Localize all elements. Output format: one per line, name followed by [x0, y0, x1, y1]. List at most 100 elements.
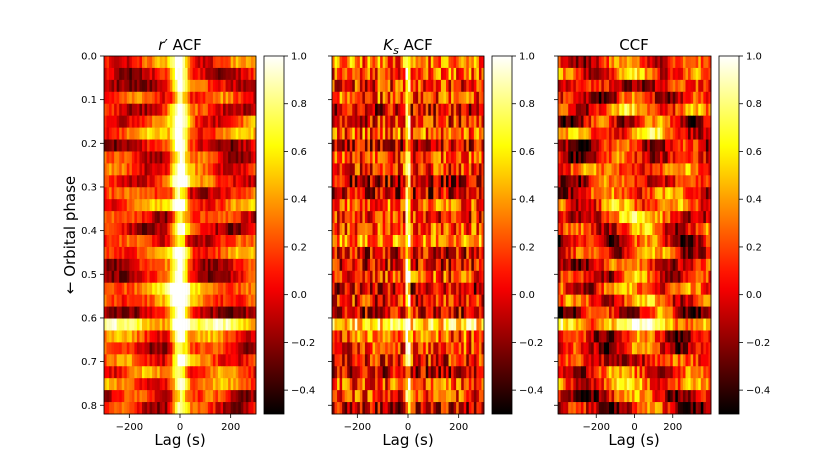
heatmap-cell — [682, 151, 686, 164]
heatmap-cell — [410, 354, 414, 367]
heatmap-cell — [235, 115, 239, 128]
heatmap-cell — [705, 163, 709, 176]
heatmap-cell — [586, 151, 589, 164]
heatmap-cell — [621, 67, 625, 81]
heatmap-cell — [387, 79, 391, 93]
heatmap-cell — [131, 282, 135, 296]
heatmap-cell — [642, 282, 646, 296]
heatmap-cell — [420, 223, 424, 236]
heatmap-cell — [228, 115, 232, 128]
heatmap-cell — [453, 163, 457, 176]
heatmap-cell — [695, 127, 699, 140]
heatmap-cell — [134, 139, 138, 152]
heatmap-cell — [708, 91, 712, 105]
heatmap-cell — [147, 211, 150, 224]
heatmap-cell — [481, 139, 485, 152]
heatmap-cell — [111, 223, 115, 236]
heatmap-cell — [129, 342, 133, 355]
heatmap-cell — [180, 103, 183, 117]
heatmap-cell — [433, 246, 437, 260]
heatmap-cell — [682, 56, 686, 69]
heatmap-cell — [116, 187, 120, 200]
heatmap-cell — [405, 139, 409, 152]
heatmap-cell — [362, 211, 366, 224]
heatmap-cell — [580, 294, 584, 307]
heatmap-cell — [667, 211, 671, 224]
heatmap-cell — [347, 163, 351, 176]
heatmap-cell — [215, 211, 219, 224]
heatmap-cell — [580, 67, 584, 81]
heatmap-cell — [375, 223, 378, 236]
heatmap-cell — [253, 103, 257, 117]
heatmap-cell — [565, 79, 569, 93]
heatmap-cell — [240, 211, 244, 224]
heatmap-cell — [347, 103, 351, 117]
heatmap-cell — [169, 151, 173, 164]
heatmap-cell — [481, 270, 485, 284]
heatmap-cell — [352, 115, 356, 128]
heatmap-cell — [134, 294, 138, 307]
heatmap-cell — [164, 175, 168, 188]
heatmap-cell — [598, 163, 602, 176]
heatmap-cell — [662, 115, 666, 128]
heatmap-cell — [121, 402, 125, 415]
heatmap-cell — [207, 354, 211, 367]
heatmap-cell — [200, 163, 204, 176]
heatmap-cell — [446, 366, 449, 379]
heatmap-cell — [471, 103, 475, 117]
heatmap-cell — [142, 294, 145, 307]
heatmap-cell — [215, 270, 219, 284]
heatmap-cell — [162, 175, 166, 188]
heatmap-cell — [228, 330, 232, 343]
heatmap-cell — [147, 402, 150, 415]
y-tick-label: 0.8 — [81, 401, 97, 412]
heatmap-cell — [342, 246, 346, 260]
heatmap-cell — [700, 56, 704, 69]
heatmap-cell — [339, 306, 343, 319]
heatmap-cell — [109, 199, 112, 212]
heatmap-cell — [575, 270, 579, 284]
heatmap-cell — [139, 163, 143, 176]
heatmap-cell — [104, 139, 107, 152]
heatmap-cell — [250, 246, 254, 260]
heatmap-cell — [197, 235, 201, 248]
heatmap-cell — [624, 258, 628, 272]
heatmap-cell — [126, 378, 130, 391]
heatmap-cell — [174, 366, 178, 379]
heatmap-cell — [637, 115, 640, 128]
heatmap-cell — [642, 163, 646, 176]
heatmap-cell — [104, 390, 107, 403]
heatmap-cell — [657, 282, 661, 296]
heatmap-cell — [230, 127, 234, 140]
heatmap-cell — [443, 246, 447, 260]
heatmap-cell — [624, 115, 628, 128]
heatmap-cell — [139, 67, 143, 81]
heatmap-cell — [347, 330, 351, 343]
heatmap-cell — [342, 223, 346, 236]
heatmap-cell — [570, 235, 574, 248]
heatmap-cell — [235, 199, 239, 212]
heatmap-cell — [682, 270, 686, 284]
heatmap-cell — [139, 330, 143, 343]
heatmap-cell — [453, 270, 457, 284]
heatmap-cell — [114, 187, 118, 200]
heatmap-cell — [433, 199, 437, 212]
heatmap-cell — [387, 402, 391, 415]
heatmap-cell — [611, 67, 615, 81]
heatmap-cell — [601, 151, 605, 164]
heatmap-cell — [223, 270, 226, 284]
heatmap-cell — [212, 79, 216, 93]
heatmap-cell — [601, 211, 605, 224]
heatmap-cell — [463, 56, 467, 69]
heatmap-cell — [344, 270, 348, 284]
heatmap-cell — [182, 115, 186, 128]
heatmap-cell — [611, 294, 615, 307]
heatmap-cell — [647, 175, 651, 188]
heatmap-cell — [468, 402, 472, 415]
heatmap-cell — [672, 199, 676, 212]
heatmap-cell — [606, 163, 610, 176]
heatmap-cell — [149, 282, 153, 296]
heatmap-cell — [458, 354, 462, 367]
heatmap-cell — [210, 103, 214, 117]
heatmap-cell — [647, 115, 651, 128]
